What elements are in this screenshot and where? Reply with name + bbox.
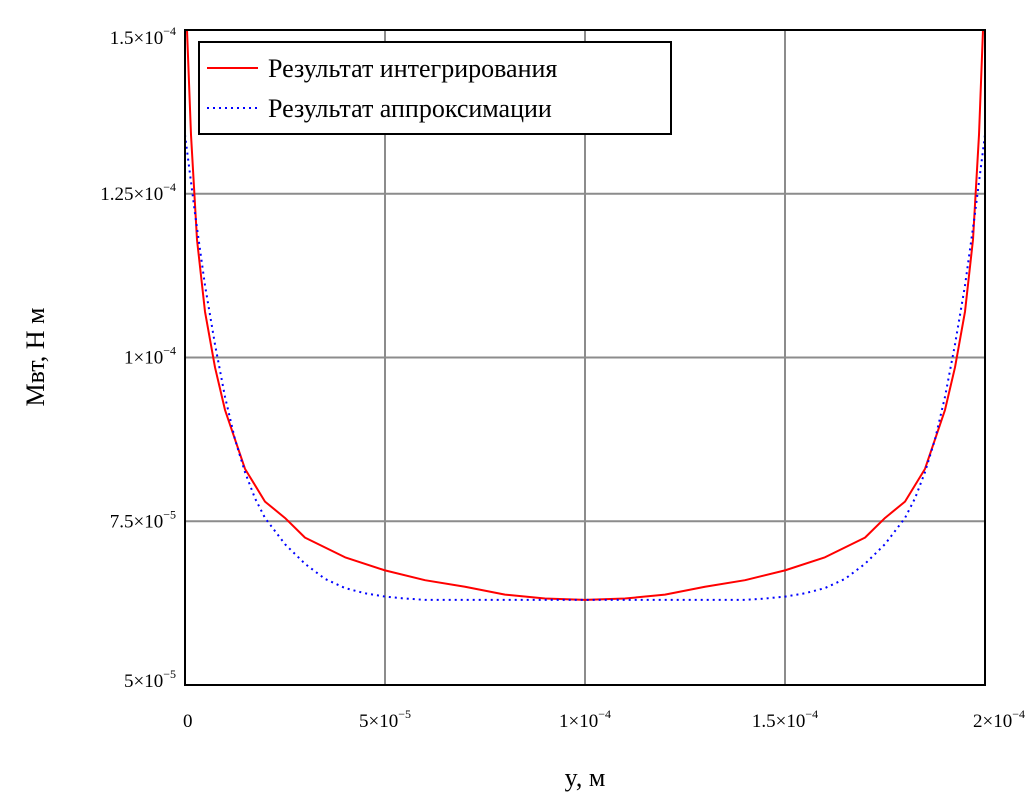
series-line-1 [185, 134, 985, 601]
y-tick-label-2: 1×10−4 [124, 344, 176, 369]
x-tick-label-2: 1×10−4 [559, 707, 611, 732]
legend-box [198, 41, 672, 135]
y-tick-label-4: 1.5×10−4 [110, 24, 176, 49]
y-tick-label-3: 1.25×10−4 [100, 180, 176, 205]
x-tick-label-1: 5×10−5 [359, 707, 411, 732]
x-tick-label-4: 2×10−4 [973, 707, 1025, 732]
x-tick-labels: 0 5×10−5 1×10−4 1.5×10−4 2×10−4 [183, 707, 1025, 732]
y-axis-label: Мвт, Н м [21, 308, 50, 407]
y-tick-label-0: 5×10−5 [124, 667, 176, 692]
y-tick-label-1: 7.5×10−5 [110, 507, 176, 532]
legend-label-integration: Результат интегрирования [268, 54, 557, 83]
x-tick-label-3: 1.5×10−4 [752, 707, 818, 732]
x-tick-label-0: 0 [183, 711, 193, 732]
series-line-0 [186, 30, 984, 601]
legend: Результат интегрирования Результат аппро… [198, 41, 672, 135]
y-tick-labels: 5×10−5 7.5×10−5 1×10−4 1.25×10−4 1.5×10−4 [100, 24, 176, 692]
plot-frame [184, 29, 986, 686]
legend-label-approximation: Результат аппроксимации [268, 94, 552, 123]
x-axis-label: y, м [565, 763, 606, 792]
series-group [185, 30, 985, 601]
